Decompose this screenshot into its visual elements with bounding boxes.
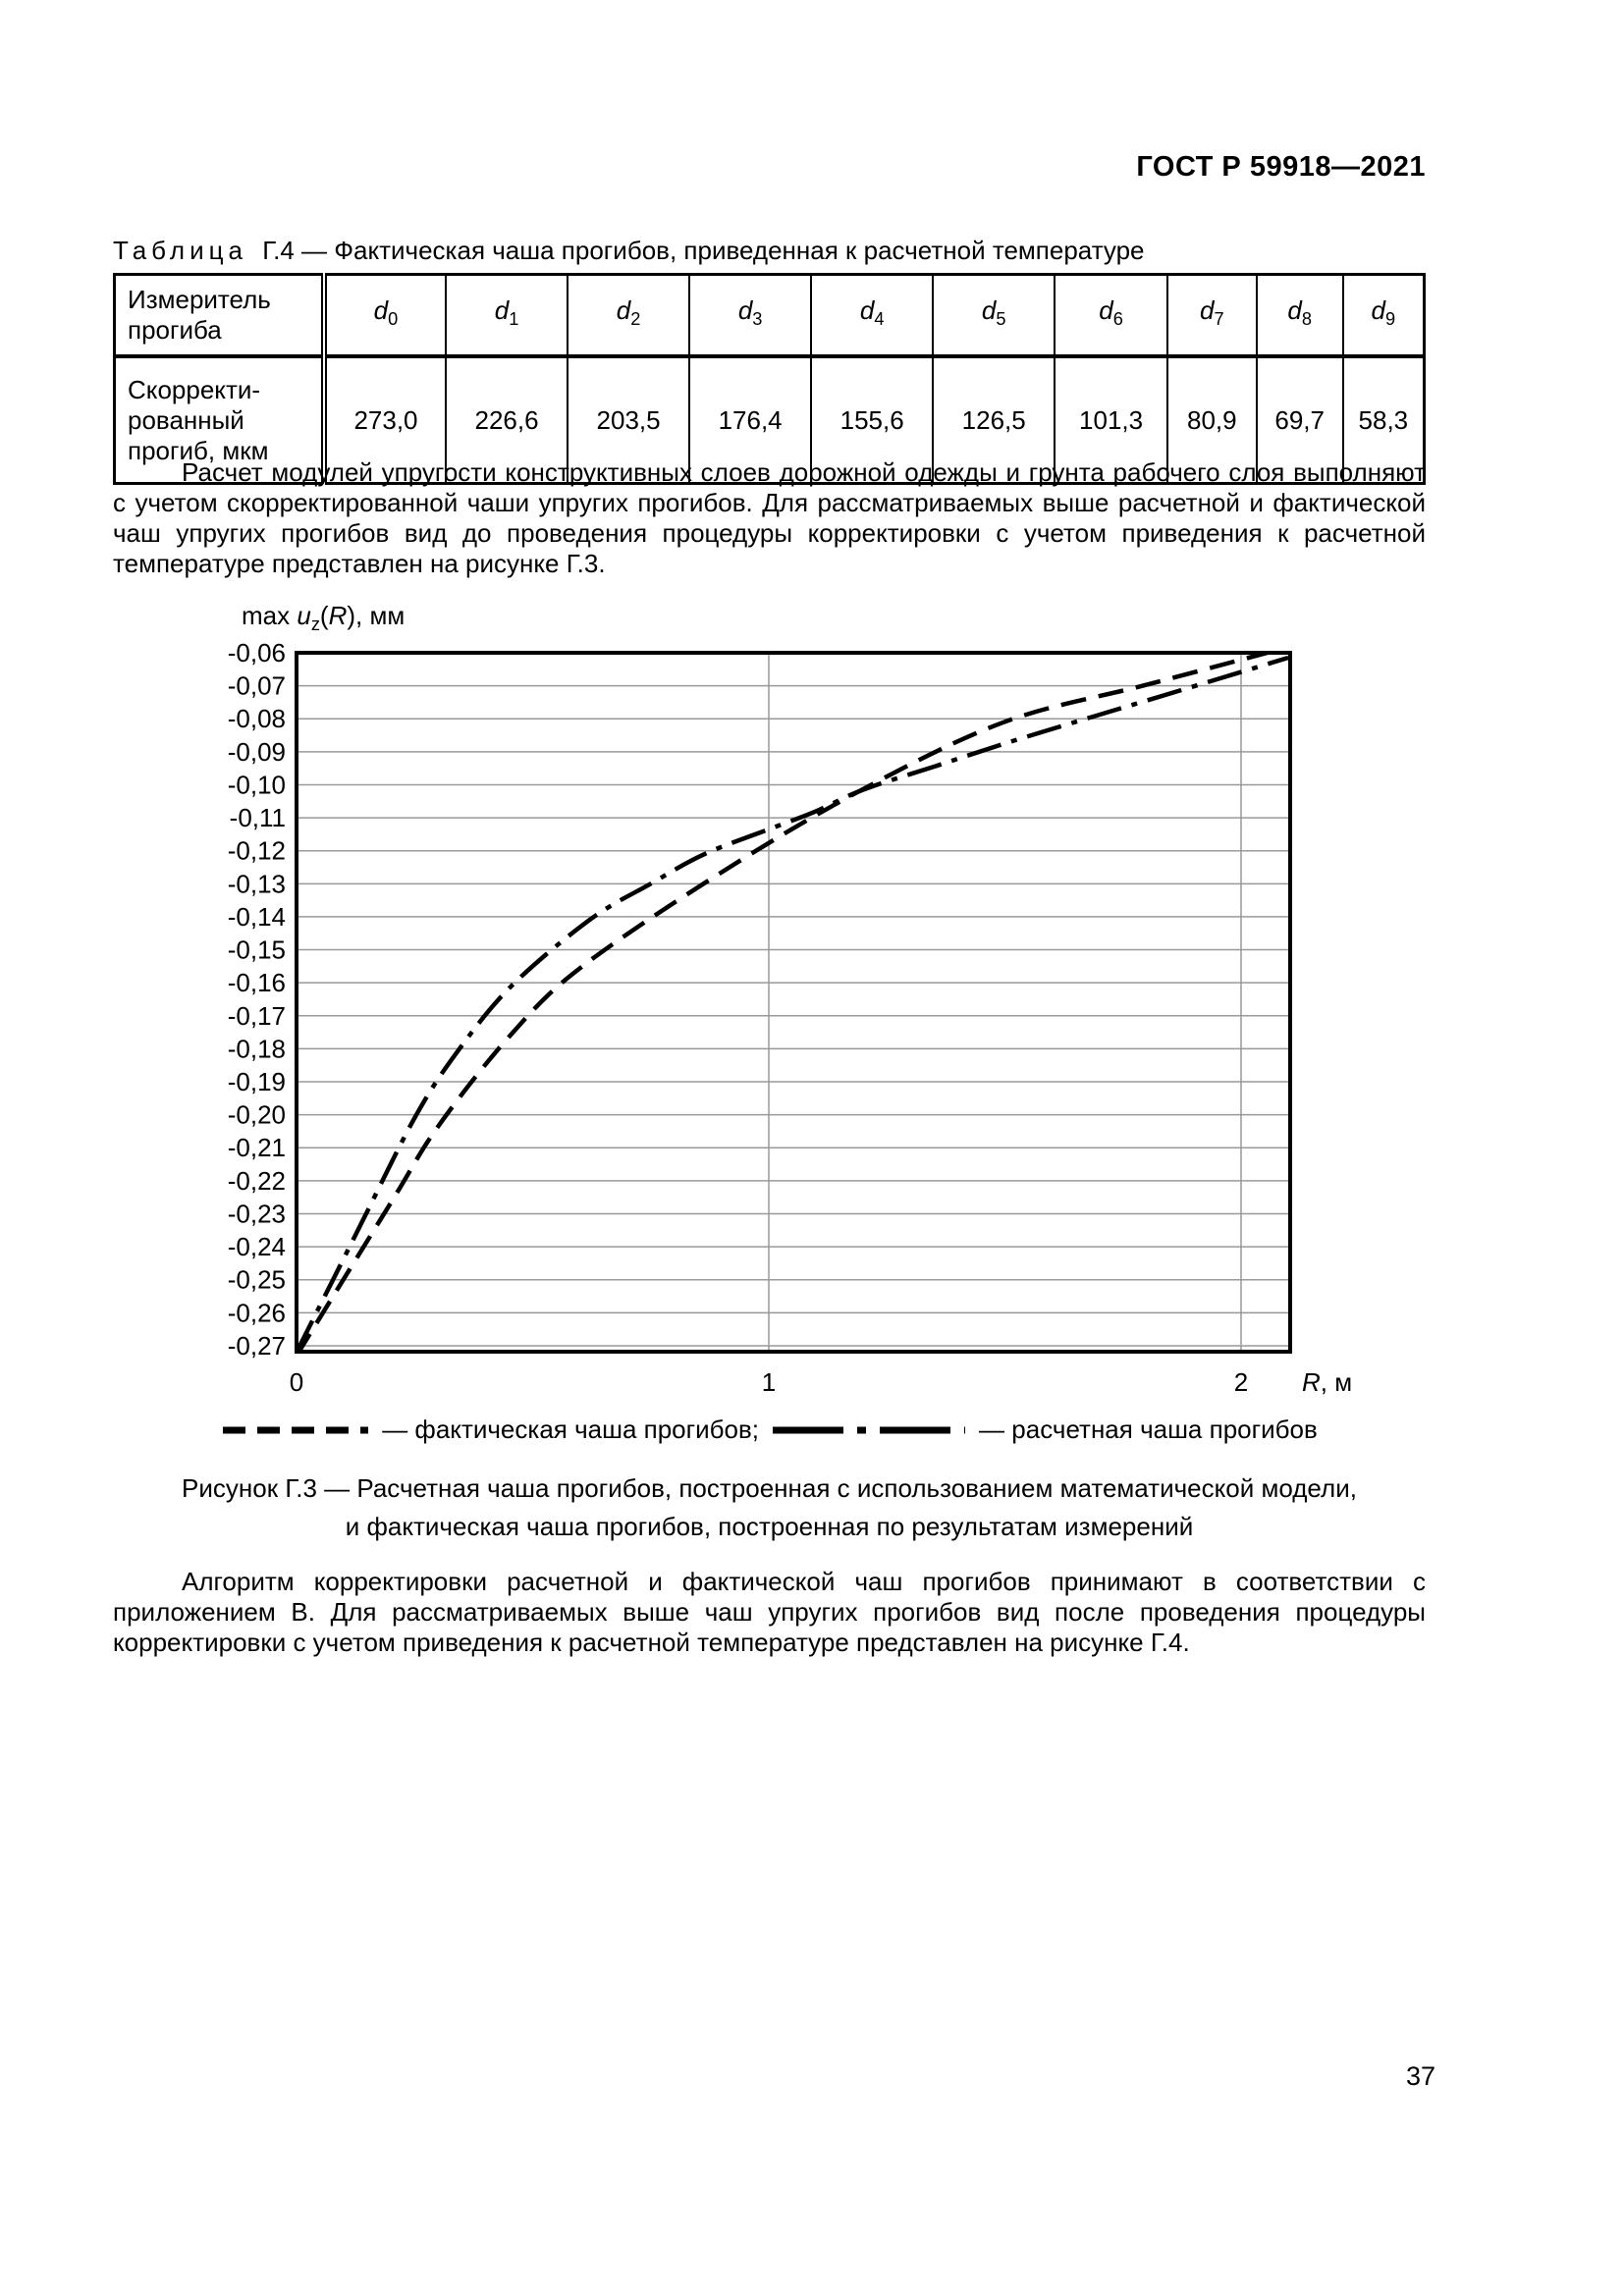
table-row-label: Скорректи- рованный прогиб, мкм xyxy=(113,355,327,485)
table-header-d7: d7 xyxy=(1165,273,1258,358)
table-value-d5: 126,5 xyxy=(932,355,1056,485)
chart-tick-labels: -0,06 -0,07 -0,08 -0,09 -0,10 -0,11 -0,12 -0,13… xyxy=(228,638,1248,1397)
table-value-d2: 203,5 xyxy=(567,355,691,485)
table-header-d4: d4 xyxy=(810,273,935,358)
y-tick-label: -0,12 xyxy=(228,836,286,866)
table-caption-word: Таблица xyxy=(113,236,247,265)
y-tick-label: -0,16 xyxy=(228,968,286,997)
table-header-d3: d3 xyxy=(688,273,813,358)
table-header-d2: d2 xyxy=(567,273,691,358)
table-value-d9: 58,3 xyxy=(1341,355,1426,485)
table-header-d0: d0 xyxy=(322,273,448,358)
paragraph-1: Расчет модулей упругости конструктивных … xyxy=(113,457,1426,578)
table-value-d6: 101,3 xyxy=(1054,355,1168,485)
x-tick-label: 0 xyxy=(290,1367,303,1397)
table-data-row: Скорректи- рованный прогиб, мкм 273,0 22… xyxy=(113,355,1426,485)
y-tick-label: -0,09 xyxy=(228,737,286,767)
table-header-d9: d9 xyxy=(1341,273,1426,358)
y-tick-label: -0,25 xyxy=(228,1265,286,1295)
series-dashdot-line xyxy=(297,655,1289,1352)
deflection-chart-plot: -0,06 -0,07 -0,08 -0,09 -0,10 -0,11 -0,12 -0,13… xyxy=(228,638,1352,1397)
chart-series xyxy=(297,653,1289,1352)
chart-legend: — фактическая чаша прогибов; — расчетная… xyxy=(113,1415,1426,1445)
table-value-d3: 176,4 xyxy=(688,355,813,485)
y-tick-label: -0,07 xyxy=(228,671,286,701)
y-tick-label: -0,27 xyxy=(228,1331,286,1361)
page-number: 37 xyxy=(1405,2061,1435,2091)
chart-y-axis-title: max uz(R), мм xyxy=(242,601,406,635)
y-tick-label: -0,21 xyxy=(228,1133,286,1162)
y-tick-label: -0,15 xyxy=(228,935,286,965)
x-tick-label: 1 xyxy=(762,1367,776,1397)
y-tick-label: -0,19 xyxy=(228,1067,286,1096)
series-dashed-line xyxy=(297,653,1276,1352)
document-number: ГОСТ Р 59918—2021 xyxy=(1136,151,1426,183)
table-value-d7: 80,9 xyxy=(1165,355,1258,485)
y-tick-label: -0,17 xyxy=(228,1001,286,1031)
y-tick-label: -0,11 xyxy=(230,803,286,832)
table-value-d8: 69,7 xyxy=(1255,355,1344,485)
chart-gridlines xyxy=(297,652,1290,1352)
table-header-row: Измеритель прогиба d0 d1 d2 d3 d4 d5 d6 … xyxy=(113,273,1426,358)
y-tick-label: -0,24 xyxy=(228,1232,286,1261)
table-value-d0: 273,0 xyxy=(322,355,448,485)
chart-plot-border xyxy=(295,651,1292,1354)
figure-caption: Рисунок Г.3 — Расчетная чаша прогибов, п… xyxy=(182,1473,1357,1541)
table-header-d6: d6 xyxy=(1054,273,1168,358)
table-header-d1: d1 xyxy=(444,273,569,358)
dashed-line-swatch xyxy=(223,1426,369,1433)
y-tick-label: -0,13 xyxy=(228,869,286,898)
legend-fact-label: — фактическая чаша прогибов; xyxy=(382,1415,760,1444)
y-tick-label: -0,22 xyxy=(228,1166,286,1196)
y-tick-label: -0,10 xyxy=(228,770,286,799)
table-header-d5: d5 xyxy=(932,273,1056,358)
x-tick-label: 2 xyxy=(1234,1367,1248,1397)
y-tick-label: -0,20 xyxy=(228,1100,286,1130)
table-caption-text: Г.4 — Фактическая чаша прогибов, приведе… xyxy=(262,236,1145,265)
table-value-d4: 155,6 xyxy=(810,355,935,485)
y-tick-label: -0,08 xyxy=(228,704,286,733)
table-header-d8: d8 xyxy=(1255,273,1344,358)
paragraph-2: Алгоритм корректировки расчетной и факти… xyxy=(113,1567,1426,1657)
dashdot-line-swatch xyxy=(773,1426,966,1433)
y-tick-label: -0,23 xyxy=(228,1199,286,1228)
deflection-table: Измеритель прогиба d0 d1 d2 d3 d4 d5 d6 … xyxy=(113,273,1426,485)
y-tick-label: -0,06 xyxy=(228,638,286,667)
table-value-d1: 226,6 xyxy=(444,355,569,485)
x-axis-unit-label: R, м xyxy=(1302,1367,1352,1397)
y-tick-label: -0,26 xyxy=(228,1298,286,1327)
table-header-meter: Измеритель прогиба xyxy=(113,273,327,358)
y-tick-label: -0,14 xyxy=(228,902,286,932)
legend-calc-label: — расчетная чаша прогибов xyxy=(979,1415,1318,1444)
table-caption: Таблица Г.4 — Фактическая чаша прогибов,… xyxy=(113,236,1145,266)
y-tick-label: -0,18 xyxy=(228,1034,286,1063)
